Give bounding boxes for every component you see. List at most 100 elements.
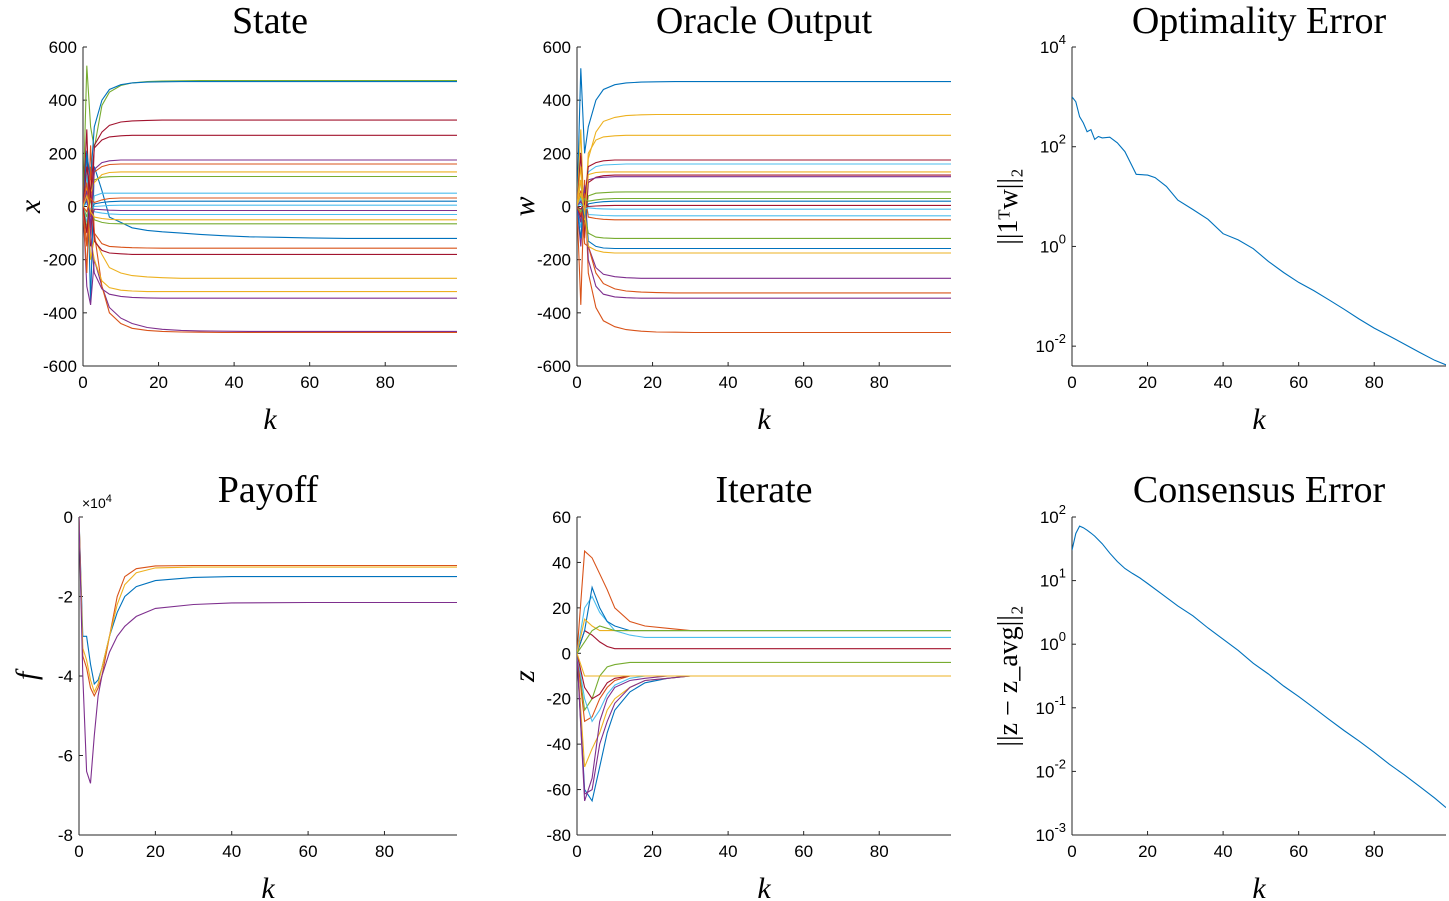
chart-title: Payoff <box>218 469 319 511</box>
y-axis-label: x <box>14 199 47 214</box>
x-tick-label: 20 <box>643 373 662 392</box>
y-tick-label: 0 <box>562 198 571 217</box>
series-group <box>577 549 951 803</box>
x-tick-label: 80 <box>870 373 889 392</box>
series-line <box>83 190 457 299</box>
series-line <box>83 174 457 228</box>
y-tick-label: 0 <box>64 508 73 527</box>
y-tick-exponent: -2 <box>1054 756 1066 771</box>
series-line <box>577 203 951 210</box>
series-line <box>79 516 457 686</box>
y-tick-base: 10 <box>1040 572 1059 591</box>
series-line <box>83 159 457 228</box>
chart-panel-iterate: Iterate 0 20 40 60 80 60 40 20 0 -20 -40 -60 -80 k z <box>508 469 951 901</box>
series-line <box>577 199 951 220</box>
series-line <box>577 549 951 654</box>
y-tick-label: -80 <box>546 826 571 845</box>
y-tick-label: -200 <box>537 251 571 270</box>
y-tick-label: -4 <box>58 667 73 686</box>
series-line <box>79 516 457 784</box>
y-tick-label: 200 <box>49 144 77 163</box>
series-line <box>83 190 457 255</box>
x-tick-label: 0 <box>572 842 581 861</box>
series-line <box>83 199 457 217</box>
x-tick-label: 80 <box>1365 373 1384 392</box>
series-line <box>83 166 457 334</box>
y-axis-label: w <box>508 196 541 216</box>
series-line <box>79 516 457 694</box>
series-line <box>79 516 457 698</box>
x-tick-label: 80 <box>375 842 394 861</box>
x-tick-label: 60 <box>794 373 813 392</box>
x-tick-label: 80 <box>870 842 889 861</box>
x-tick-label: 20 <box>643 842 662 861</box>
series-line <box>83 175 457 218</box>
series-line <box>83 197 457 214</box>
y-tick-label: 104 <box>1040 32 1066 57</box>
y-tick-label: 40 <box>552 553 571 572</box>
series-line <box>83 206 457 332</box>
y-tick-label: 101 <box>1040 566 1066 591</box>
x-axis-label: k <box>1252 403 1266 436</box>
y-tick-label: 600 <box>49 38 77 57</box>
series-line <box>577 653 951 723</box>
series-line <box>577 193 951 254</box>
x-tick-label: 80 <box>376 373 395 392</box>
series-line <box>577 68 951 207</box>
x-axis-label: k <box>261 872 275 901</box>
series-line <box>83 203 457 210</box>
series-line <box>577 193 951 221</box>
series-group <box>1072 96 1446 366</box>
chart-title: Consensus Error <box>1133 469 1386 511</box>
series-line <box>83 81 457 207</box>
series-line <box>577 153 951 239</box>
y-tick-label: 400 <box>49 91 77 110</box>
series-line <box>83 150 457 303</box>
x-axis-label: k <box>1252 872 1266 901</box>
y-tick-label: 0 <box>562 644 571 663</box>
x-axis-label: k <box>757 403 771 436</box>
chart-panel-payoff: Payoff 0 20 40 60 80 0 -2 -4 -6 -8 ×104 k f <box>10 469 457 901</box>
x-tick-label: 0 <box>78 373 87 392</box>
x-tick-label: 0 <box>1067 842 1076 861</box>
series-line <box>577 179 951 223</box>
y-tick-base: 10 <box>1036 762 1055 781</box>
x-tick-label: 0 <box>572 373 581 392</box>
series-line <box>83 193 457 221</box>
x-axis-label: k <box>757 872 771 901</box>
y-tick-label: -6 <box>58 747 73 766</box>
y-tick-label: -40 <box>546 735 571 754</box>
y-tick-exponent: 0 <box>1059 231 1066 246</box>
y-axis-label: z <box>508 670 541 683</box>
y-tick-label: -400 <box>43 304 77 323</box>
series-line <box>577 197 951 214</box>
y-tick-label: 20 <box>552 599 571 618</box>
y-tick-exponent: -2 <box>1054 331 1066 346</box>
series-line <box>577 595 951 654</box>
series-line <box>577 190 951 294</box>
series-line <box>577 193 951 239</box>
y-tick-exponent: 4 <box>1059 32 1066 47</box>
y-tick-base: 10 <box>1040 138 1059 157</box>
series-group <box>79 516 457 784</box>
series-line <box>577 113 951 234</box>
y-tick-exponent: 2 <box>1059 132 1066 147</box>
y-tick-exponent: 1 <box>1059 566 1066 581</box>
x-axis-label: k <box>263 403 277 436</box>
x-tick-label: 40 <box>1214 373 1233 392</box>
series-line <box>577 653 951 802</box>
y-tick-label: 10-1 <box>1036 693 1066 718</box>
series-line <box>83 198 457 228</box>
series-line <box>83 171 457 214</box>
series-line <box>83 163 457 218</box>
y-tick-label: 10-3 <box>1036 820 1066 845</box>
series-line <box>577 629 951 654</box>
y-tick-label: 200 <box>543 144 571 163</box>
y-tick-label: 100 <box>1040 231 1066 256</box>
y-tick-base: 10 <box>1036 826 1055 845</box>
y-tick-label: -600 <box>43 357 77 376</box>
y-tick-exponent: 2 <box>1059 502 1066 517</box>
series-line <box>577 193 951 279</box>
series-line <box>577 653 951 796</box>
x-tick-label: 40 <box>719 373 738 392</box>
